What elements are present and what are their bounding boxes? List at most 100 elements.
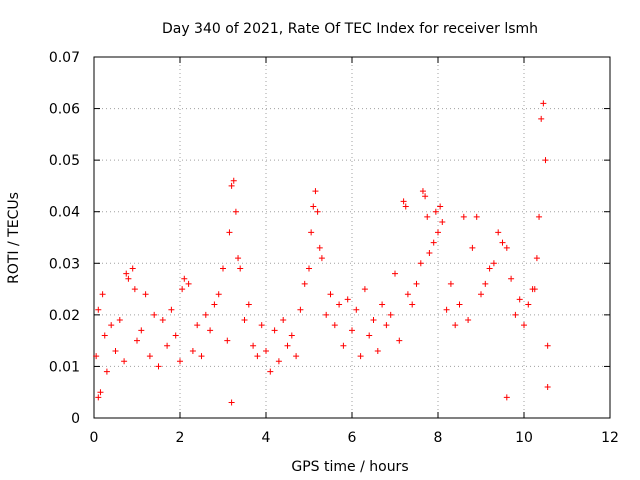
data-point-marker [465,317,472,324]
y-tick-label: 0.05 [49,153,80,169]
x-tick-label: 0 [90,430,99,446]
data-point-marker [443,306,450,313]
data-point-marker [125,275,132,282]
data-point-marker [198,353,205,360]
data-point-marker [116,317,123,324]
data-point-marker [121,358,128,365]
data-point-marker [432,208,439,215]
data-point-marker [271,327,278,334]
data-point-marker [323,311,330,318]
data-point-marker [422,193,429,200]
data-point-marker [235,255,242,262]
data-point-marker [138,327,145,334]
data-point-marker [93,353,100,360]
data-point-marker [426,249,433,256]
data-point-marker [314,208,321,215]
data-point-marker [288,332,295,339]
data-point-marker [230,177,237,184]
data-point-marker [374,347,381,354]
data-point-marker [473,213,480,220]
data-point-marker [503,394,510,401]
data-point-marker [99,291,106,298]
data-point-marker [181,275,188,282]
data-point-marker [211,301,218,308]
data-point-marker [108,322,115,329]
data-point-marker [306,265,312,272]
data-point-marker [486,265,493,272]
data-point-marker [155,363,162,370]
data-point-marker [310,203,317,210]
data-point-marker [430,239,437,246]
y-tick-label: 0.03 [49,256,80,272]
data-point-marker [177,358,183,365]
x-tick-label: 6 [348,430,357,446]
data-point-marker [512,311,519,318]
data-point-marker [417,260,424,267]
data-point-marker [327,291,334,298]
data-point-marker [316,244,323,251]
data-point-marker [267,368,274,375]
data-point-marker [293,353,300,360]
data-point-marker [228,399,235,406]
data-point-marker [179,286,186,293]
data-point-marker [297,306,304,313]
y-tick-label: 0.02 [49,308,80,324]
x-tick-label: 2 [176,430,185,446]
data-point-marker [456,301,463,308]
data-point-marker [220,265,226,272]
data-point-marker [95,394,102,401]
data-point-marker [232,208,239,215]
data-point-marker [447,280,454,287]
data-point-marker [478,291,484,298]
data-point-marker [469,244,476,251]
data-point-marker [525,301,532,308]
y-tick-label: 0.06 [49,102,80,118]
y-tick-label: 0.04 [49,205,80,221]
data-point-marker [387,311,394,318]
data-point-marker [318,255,325,262]
data-point-marker [134,337,140,344]
data-point-marker [215,291,222,298]
axis-ticks: 0 2 4 6 8 10 12 0 0.01 0.02 0.03 0.04 0.05 0.06 0.07 [49,50,619,446]
data-point-marker [103,368,110,375]
data-point-marker [189,347,196,354]
data-point-marker [490,260,497,267]
data-point-marker [142,291,149,298]
data-point-marker [402,203,409,210]
data-point-marker [336,301,343,308]
data-point-marker [353,306,360,313]
data-point-marker [544,384,551,391]
data-point-marker [452,322,459,329]
data-point-marker [536,213,543,220]
data-point-marker [112,347,119,354]
data-point-marker [349,327,355,334]
chart-title: Day 340 of 2021, Rate Of TEC Index for r… [162,21,538,37]
data-point-marker [241,317,248,324]
data-point-marker [97,389,104,396]
data-point-marker [123,270,130,277]
data-point-marker [396,337,403,344]
data-point-marker [424,213,431,220]
x-tick-label: 12 [601,430,619,446]
data-point-marker [95,306,102,313]
data-point-marker [159,317,166,324]
data-point-marker [503,244,510,251]
data-point-marker [340,342,347,349]
data-point-marker [419,188,426,195]
data-point-marker [516,296,523,303]
data-point-marker [312,188,319,195]
data-point-marker [482,280,489,287]
data-point-marker [146,353,153,360]
y-axis-label: ROTI / TECUs [6,192,22,284]
data-point-marker [439,219,446,226]
grid-lines [94,57,610,418]
data-point-marker [499,239,506,246]
data-point-marker [544,342,551,349]
data-point-marker [531,286,538,293]
data-point-marker [301,280,308,287]
x-tick-label: 10 [515,430,533,446]
data-point-marker [185,280,192,287]
data-point-marker [383,322,390,329]
data-point-marker [379,301,386,308]
data-point-marker [228,182,235,189]
